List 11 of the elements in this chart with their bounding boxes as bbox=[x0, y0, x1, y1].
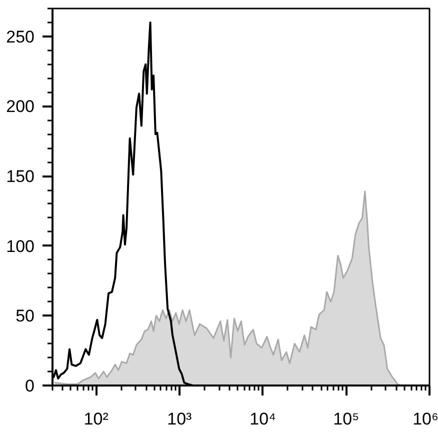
y-tick-label: 0 bbox=[25, 376, 35, 396]
y-tick-label: 100 bbox=[6, 236, 35, 256]
x-tick-label: 10² bbox=[84, 410, 109, 428]
x-tick-label: 10⁴ bbox=[250, 410, 276, 428]
x-tick-label: 10⁵ bbox=[333, 410, 360, 428]
y-tick-label: 250 bbox=[6, 27, 35, 46]
x-tick-label: 10³ bbox=[167, 410, 192, 428]
y-tick-label: 50 bbox=[16, 306, 35, 326]
x-tick-label: 10⁶ bbox=[412, 410, 438, 428]
y-tick-label: 150 bbox=[6, 167, 35, 186]
y-tick-label: 200 bbox=[6, 97, 35, 116]
